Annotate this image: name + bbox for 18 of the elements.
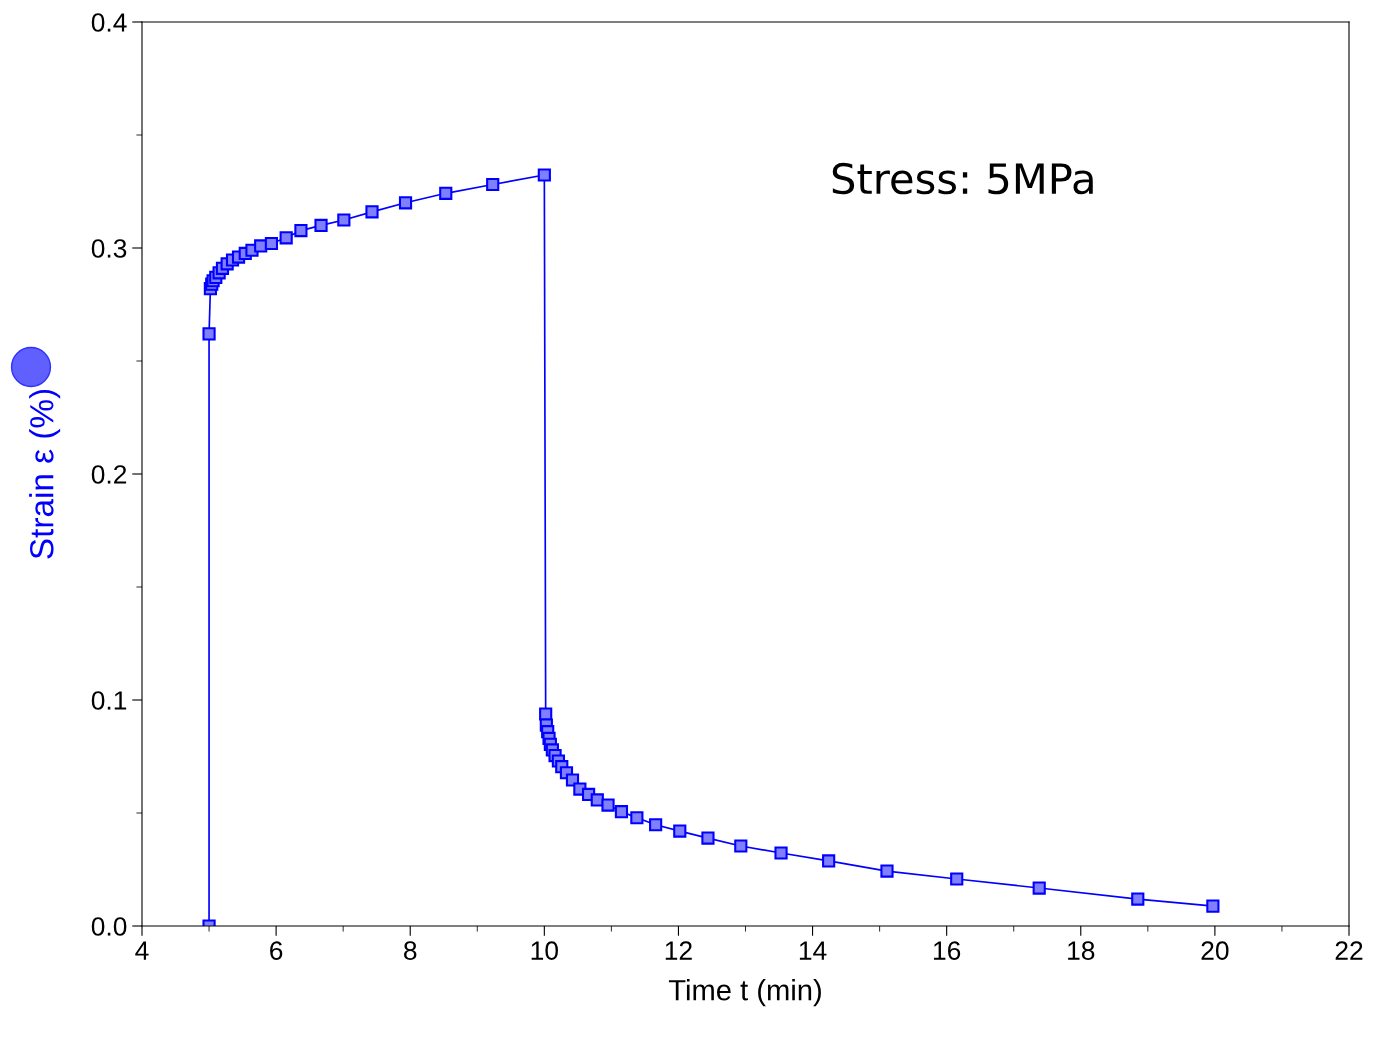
x-tick-label: 4	[135, 941, 149, 960]
x-axis-title: Time t (min)	[668, 979, 821, 1007]
annotation: Stress: 5MPa	[832, 162, 1093, 195]
x-tick-label: 6	[270, 941, 283, 960]
x-tick-label: 14	[799, 941, 827, 960]
y-tick-label: 0.1	[91, 691, 127, 710]
y-tick-label: 0.0	[91, 917, 127, 936]
x-tick-label: 8	[404, 941, 417, 960]
y-tick-label: 0.3	[91, 239, 127, 258]
x-tick-label: 16	[934, 941, 961, 960]
y-tick-label: 0.2	[91, 465, 127, 484]
x-tick-label: 10	[531, 941, 558, 960]
y-axis-title: Strain ε (%)	[29, 389, 61, 559]
x-tick-label: 18	[1068, 941, 1095, 960]
x-tick-label: 12	[665, 941, 692, 960]
x-tick-label: 20	[1201, 941, 1229, 960]
y-tick-label: 0.4	[91, 13, 127, 32]
x-tick-label: 22	[1335, 941, 1363, 960]
